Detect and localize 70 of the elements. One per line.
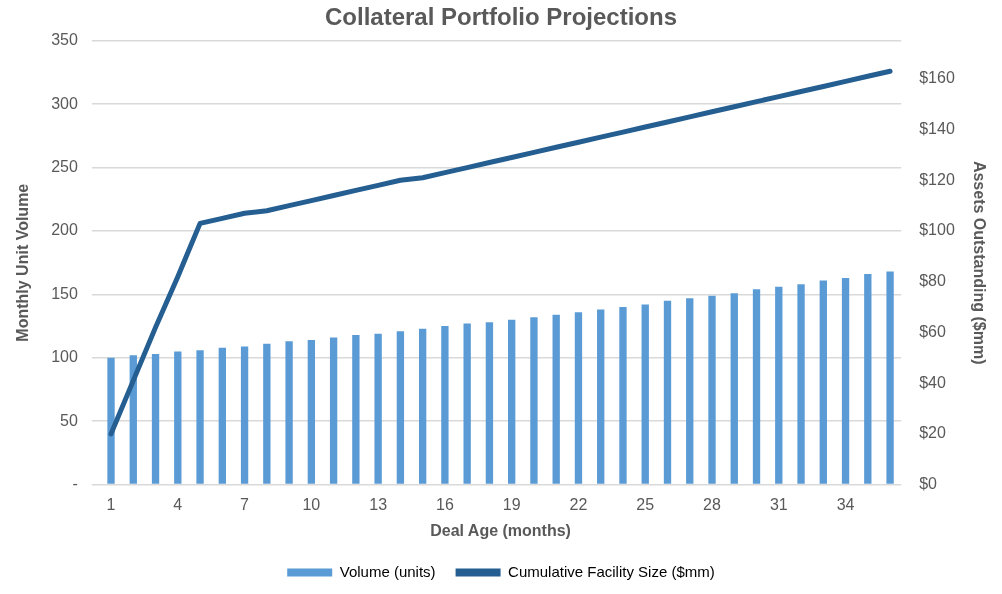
bar — [619, 307, 627, 484]
y2-tick-label: $20 — [919, 424, 946, 442]
bar — [730, 293, 738, 484]
bar — [307, 340, 316, 484]
bar — [485, 322, 494, 484]
y2-tick-label: $160 — [919, 69, 955, 87]
x-tick-label: 25 — [636, 495, 655, 513]
y2-tick-label: $140 — [919, 119, 955, 137]
bar — [886, 271, 894, 484]
y-tick-label: 350 — [51, 31, 78, 49]
bar — [463, 323, 471, 484]
y2-tick-label: $100 — [919, 221, 955, 239]
bar — [752, 289, 761, 484]
legend-label: Cumulative Facility Size ($mm) — [508, 562, 715, 580]
x-tick-label: 13 — [369, 495, 388, 513]
bar — [396, 331, 405, 484]
bar — [352, 334, 360, 484]
x-tick-label: 16 — [436, 495, 454, 513]
bar — [552, 314, 560, 484]
y-tick-label: 100 — [51, 348, 78, 366]
bar — [641, 304, 649, 484]
bar — [263, 343, 271, 484]
bar — [597, 309, 605, 484]
x-tick-label: 4 — [173, 495, 183, 513]
bar — [418, 328, 427, 484]
y-tick-label: 200 — [51, 221, 78, 239]
y-tick-label: 150 — [51, 284, 78, 302]
y-tick-label: 300 — [51, 94, 78, 112]
x-tick-label: 1 — [106, 495, 116, 513]
x-tick-label: 31 — [769, 495, 788, 513]
bar — [151, 354, 160, 484]
y-axis-title: Monthly Unit Volume — [14, 183, 32, 342]
bar — [441, 326, 449, 484]
bar — [374, 333, 382, 484]
y-tick-label: - — [72, 475, 78, 493]
x-tick-label: 22 — [569, 495, 588, 513]
chart-title: Collateral Portfolio Projections — [324, 3, 678, 31]
bar — [508, 319, 516, 484]
bar — [663, 300, 672, 484]
bar — [686, 298, 694, 484]
bar — [329, 337, 338, 484]
bar — [530, 317, 538, 484]
bar — [819, 280, 827, 484]
bar — [797, 284, 805, 484]
y-tick-label: 50 — [60, 411, 78, 429]
legend-label: Volume (units) — [339, 562, 436, 580]
bar — [218, 347, 226, 484]
x-tick-label: 7 — [240, 495, 250, 513]
bar — [864, 274, 872, 484]
y2-tick-label: $120 — [919, 170, 955, 188]
y2-tick-label: $40 — [919, 373, 946, 391]
bar — [574, 312, 583, 484]
y2-tick-label: $80 — [919, 272, 946, 290]
x-axis-title: Deal Age (months) — [430, 521, 571, 539]
y2-tick-label: $60 — [919, 322, 946, 340]
bar — [174, 351, 182, 484]
y-tick-label: 250 — [51, 158, 78, 176]
y2-tick-label: $0 — [919, 475, 938, 493]
bar — [708, 295, 716, 484]
bar — [107, 357, 115, 484]
bar — [285, 341, 293, 484]
x-tick-label: 28 — [703, 495, 722, 513]
bar — [841, 277, 850, 484]
x-tick-label: 34 — [836, 495, 855, 513]
y2-axis-title: Assets Outstanding ($mm) — [970, 160, 988, 365]
bar — [196, 350, 204, 484]
bar — [775, 286, 783, 484]
x-tick-label: 19 — [502, 495, 521, 513]
x-tick-label: 10 — [302, 495, 321, 513]
bar — [240, 346, 249, 484]
